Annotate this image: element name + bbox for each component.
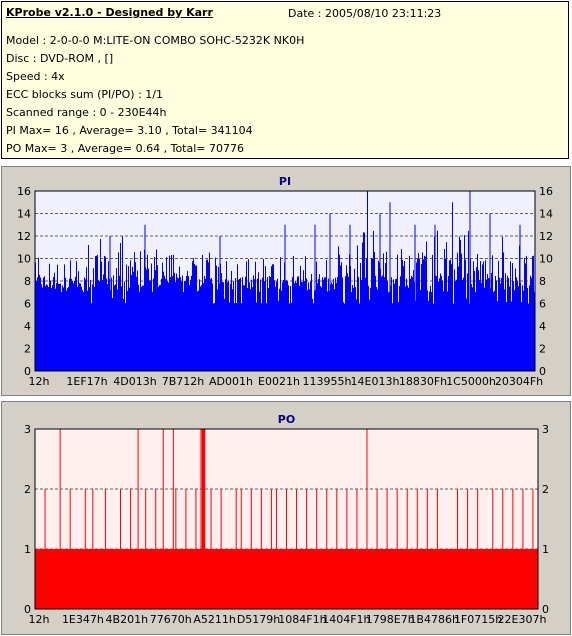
po-chart: PO 0 0 1 1 2 2 3 3 12h 1E347h 4B201h 77670h A5211h D51… — [24, 413, 549, 626]
x-tick-label: 1EF17h — [66, 375, 107, 388]
y-tick-label-right: 2 — [542, 483, 549, 496]
y-tick-label-left: 14 — [17, 208, 31, 221]
y-tick-label-right: 12 — [539, 230, 553, 243]
y-tick-label-right: 16 — [539, 185, 553, 198]
y-tick-label-right: 0 — [542, 603, 549, 616]
chart-title: PI — [279, 175, 291, 188]
info-scanned-range: Scanned range : 0 - 230E44h — [6, 106, 167, 119]
y-tick-label-left: 16 — [17, 185, 31, 198]
y-tick-label-left: 2 — [24, 483, 31, 496]
x-tick-label: 4B201h — [106, 613, 149, 626]
y-tick-label-right: 0 — [539, 365, 546, 378]
pi-chart-panel: PI 0 0 2 2 4 4 6 6 8 8 10 10 12 12 14 14 16 16 12h 1EF17h 4D0… — [1, 166, 571, 396]
po-chart-panel: PO 0 0 1 1 2 2 3 3 12h 1E347h 4B201h 77670h A5211h D51… — [1, 401, 571, 635]
x-tick-label: 7B712h — [162, 375, 205, 388]
x-tick-label: 1798E7h — [366, 613, 415, 626]
x-tick-label: 14E013h — [351, 375, 400, 388]
plot-border — [34, 190, 536, 372]
y-tick-label-right: 14 — [539, 208, 553, 221]
x-tick-label: D5179h — [237, 613, 280, 626]
y-tick-label-right: 8 — [539, 275, 546, 288]
x-tick-label: A5211h — [193, 613, 236, 626]
y-tick-label-right: 10 — [539, 253, 553, 266]
plot-border — [34, 428, 539, 610]
x-tick-label: 113955h — [303, 375, 352, 388]
y-tick-label-right: 1 — [542, 543, 549, 556]
y-tick-label-left: 4 — [24, 320, 31, 333]
y-tick-label-right: 4 — [539, 320, 546, 333]
x-tick-label: 18830Fh — [399, 375, 447, 388]
info-pi-summary: PI Max= 16 , Average= 3.10 , Total= 3411… — [6, 124, 253, 137]
y-tick-label-left: 10 — [17, 253, 31, 266]
app-title: KProbe v2.1.0 - Designed by Karr — [6, 6, 213, 19]
info-ecc: ECC blocks sum (PI/PO) : 1/1 — [6, 88, 163, 101]
scan-date: Date : 2005/08/10 23:11:23 — [288, 7, 442, 20]
y-tick-label-right: 6 — [539, 298, 546, 311]
x-tick-label: 12h — [29, 613, 50, 626]
x-tick-label: 1E347h — [62, 613, 104, 626]
info-speed: Speed : 4x — [6, 70, 65, 83]
pi-chart: PI 0 0 2 2 4 4 6 6 8 8 10 10 12 12 14 14 16 16 12h 1EF17h 4D0… — [17, 175, 553, 388]
info-disc: Disc : DVD-ROM , [] — [6, 52, 114, 65]
x-tick-label: 20304Fh — [495, 375, 543, 388]
x-tick-label: 4D013h — [113, 375, 156, 388]
x-tick-label: 77670h — [150, 613, 192, 626]
y-tick-label-left: 6 — [24, 298, 31, 311]
chart-title: PO — [278, 413, 295, 426]
info-model: Model : 2-0-0-0 M:LITE-ON COMBO SOHC-523… — [6, 34, 305, 47]
x-tick-label: 22E307h — [498, 613, 547, 626]
x-tick-label: 1C5000h — [446, 375, 496, 388]
x-tick-label: 1F0715h — [454, 613, 502, 626]
info-po-summary: PO Max= 3 , Average= 0.64 , Total= 70776 — [6, 142, 244, 155]
y-tick-label-left: 3 — [24, 423, 31, 436]
y-tick-label-right: 3 — [542, 423, 549, 436]
y-tick-label-left: 0 — [24, 365, 31, 378]
info-panel: KProbe v2.1.0 - Designed by Karr Date : … — [1, 1, 569, 159]
x-tick-label: 1B4786h — [409, 613, 459, 626]
x-tick-label: AD001h — [209, 375, 253, 388]
y-tick-label-left: 0 — [24, 603, 31, 616]
y-tick-label-left: 1 — [24, 543, 31, 556]
y-tick-label-left: 8 — [24, 275, 31, 288]
y-tick-label-right: 2 — [539, 343, 546, 356]
y-tick-label-left: 12 — [17, 230, 31, 243]
x-tick-label: 12h — [29, 375, 50, 388]
y-tick-label-left: 2 — [24, 343, 31, 356]
x-tick-label: E0021h — [258, 375, 300, 388]
x-tick-label: 1404F1h — [322, 613, 370, 626]
x-tick-label: 1084F1h — [278, 613, 326, 626]
